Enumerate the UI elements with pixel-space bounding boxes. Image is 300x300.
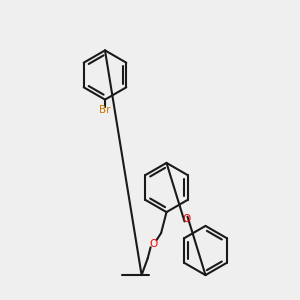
Text: Br: Br xyxy=(99,105,111,115)
Text: O: O xyxy=(182,214,190,224)
Text: O: O xyxy=(149,238,158,249)
